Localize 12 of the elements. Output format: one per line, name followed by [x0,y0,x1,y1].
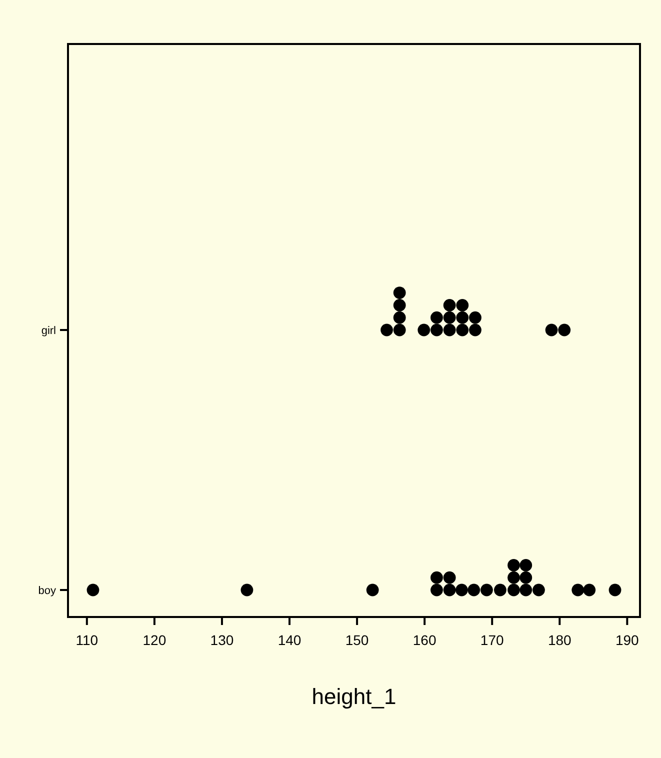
x-tick-label: 160 [412,632,436,648]
x-tick-label: 180 [548,632,572,648]
y-tick-label: boy [38,584,56,597]
x-tick-label: 170 [480,632,504,648]
x-tick-label: 120 [142,632,166,648]
x-tick-label: 140 [278,632,302,648]
x-tick-label: 150 [345,632,369,648]
y-tick-label: girl [41,324,56,337]
x-axis-title: height_1 [312,684,396,709]
x-tick-label: 130 [210,632,234,648]
x-tick-label: 110 [76,632,98,648]
x-tick-label: 190 [615,632,640,648]
